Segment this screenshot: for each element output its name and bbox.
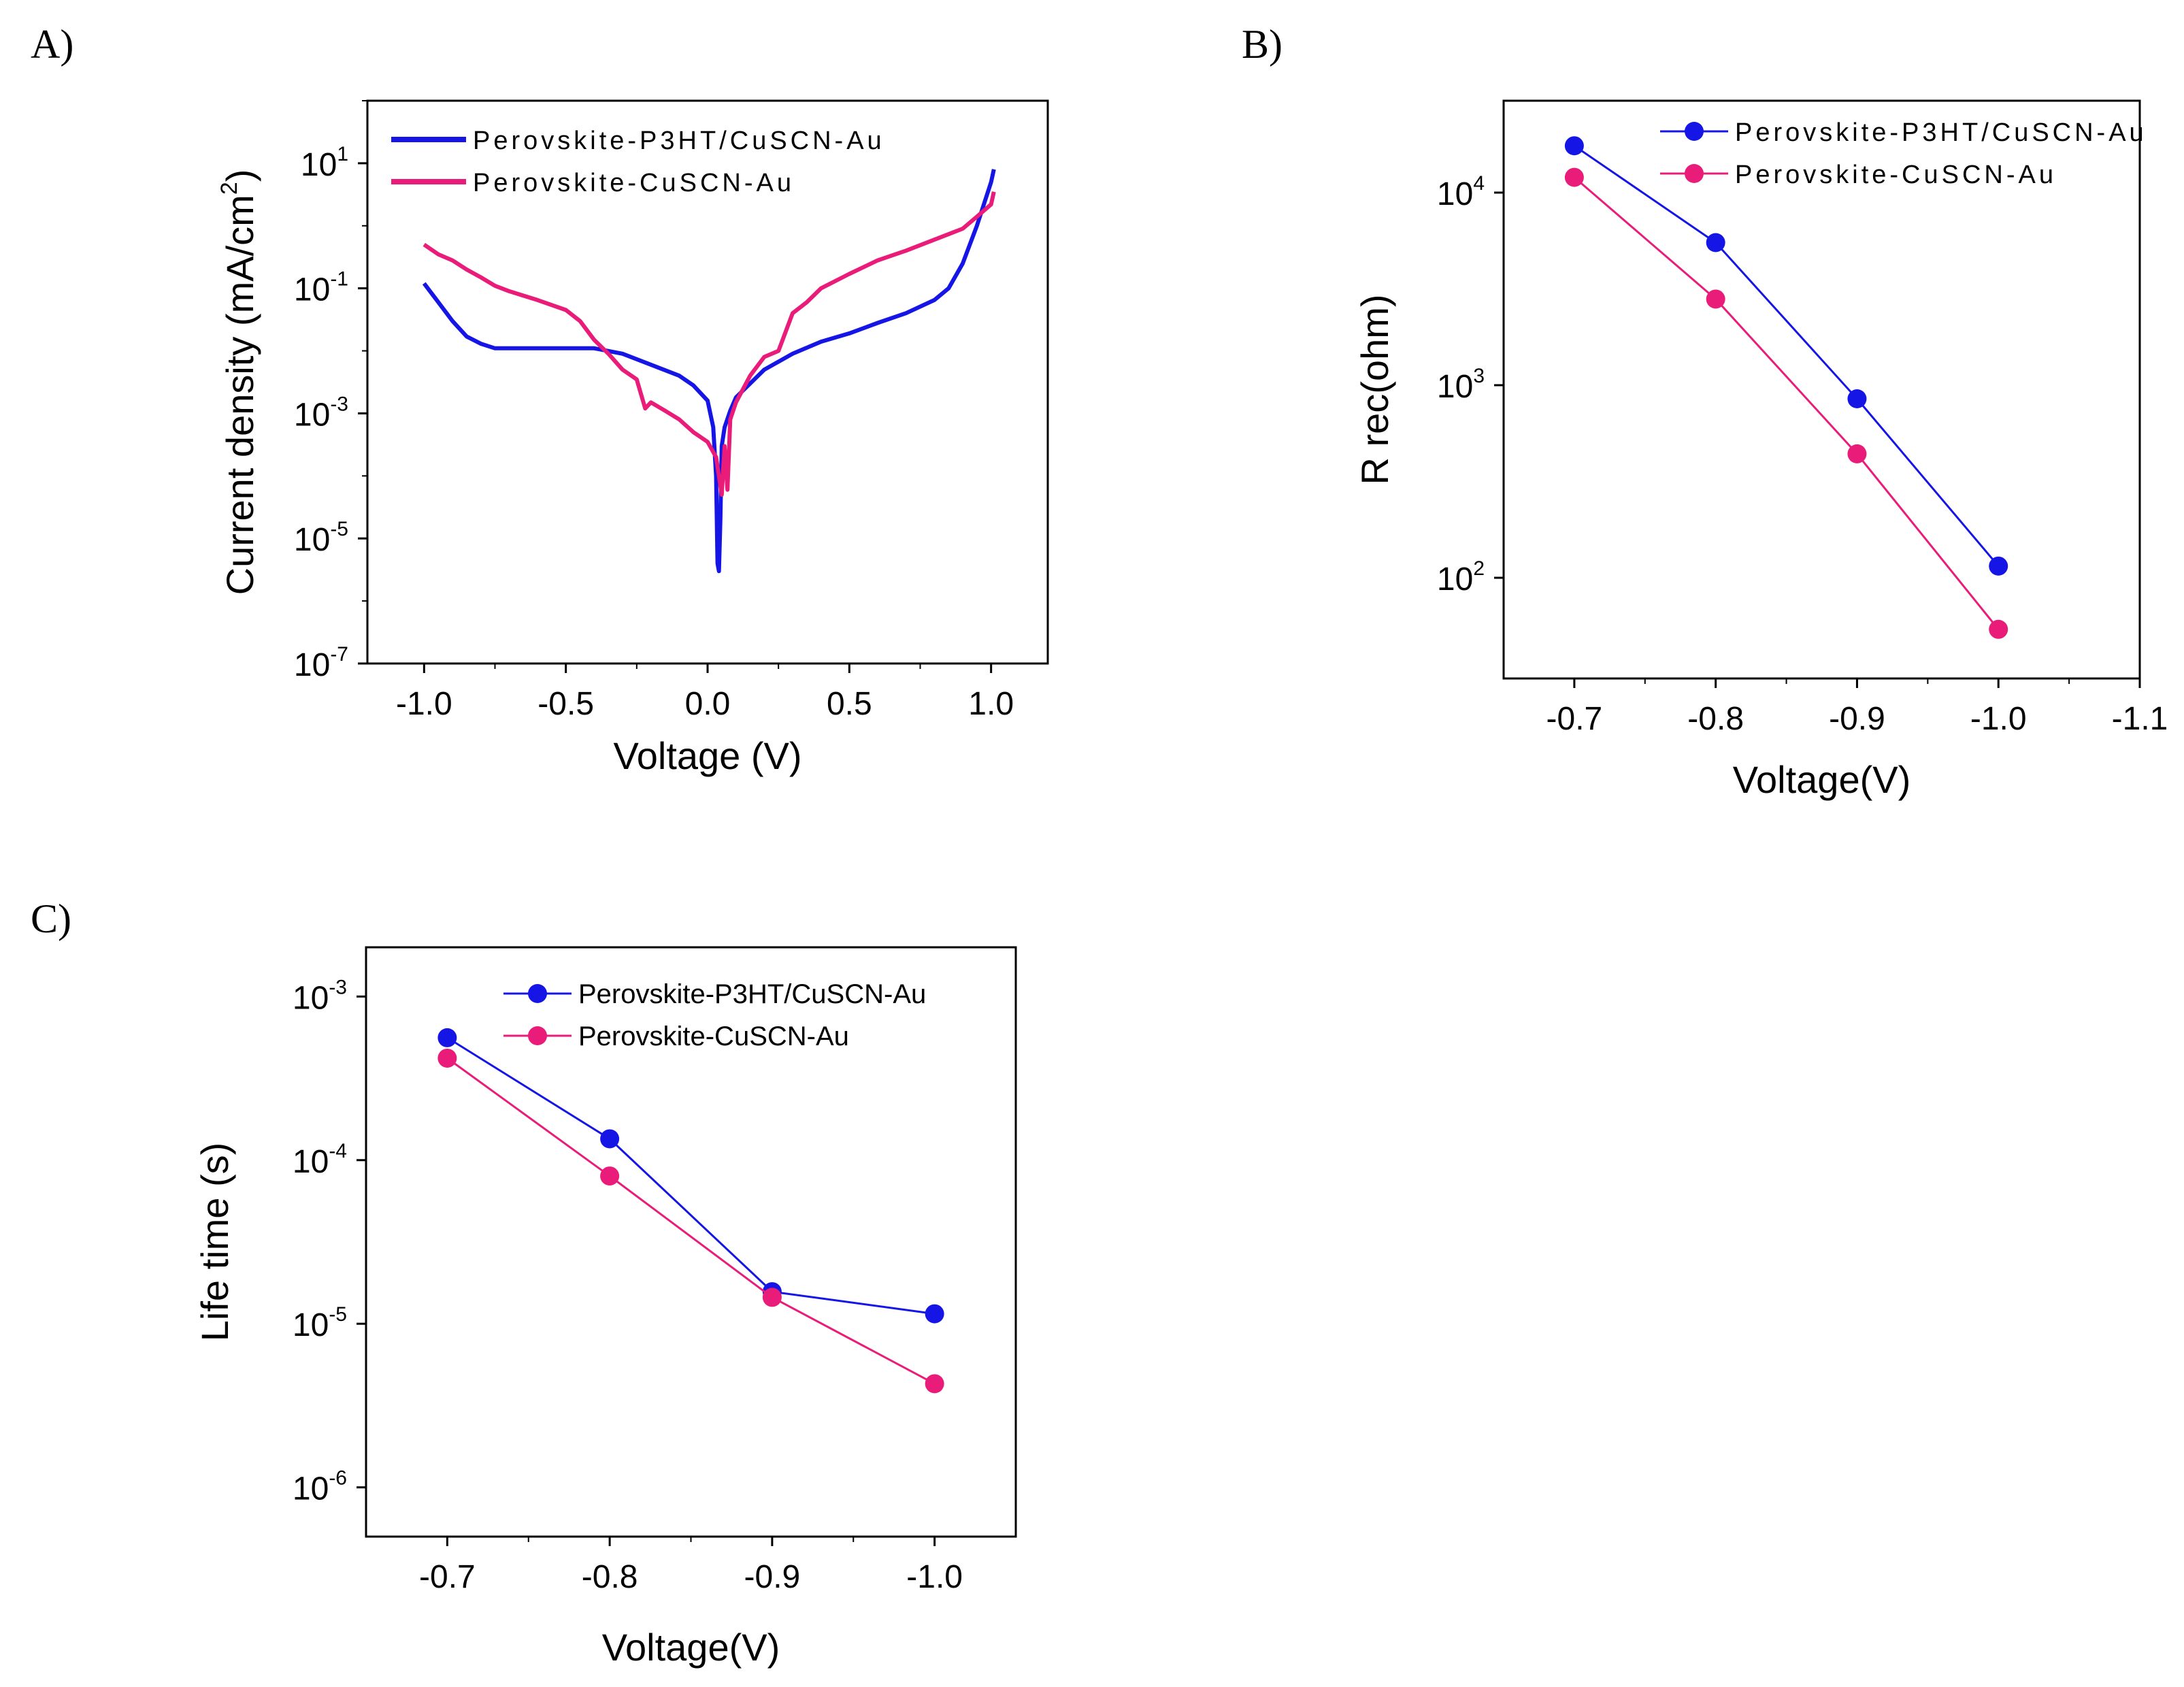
chart-b-series-p3ht-cuscn-point [1989,556,2008,576]
chart-b-x-axis-title: Voltage(V) [1733,758,1911,801]
chart-a-legend-label: Perovskite-CuSCN-Au [473,169,795,197]
chart-b-x-tick-label: -0.8 [1687,701,1744,737]
chart-a-y-tick-label: 10-5 [294,518,348,558]
panel-label-a: A) [31,22,73,67]
chart-c-legend-label: Perovskite-CuSCN-Au [578,1021,849,1051]
chart-a-series-cuscn-line [423,191,996,497]
chart-c-y-tick-label: 10-4 [293,1140,347,1180]
chart-a-y-tick-label: 10-1 [294,268,348,308]
chart-b-y-tick-label: 103 [1437,365,1485,405]
panel-label-c: C) [31,896,71,941]
chart-c-y-tick-label: 10-3 [293,976,347,1016]
chart-c-series-p3ht-cuscn-point [437,1028,457,1047]
chart-c-series-cuscn-line [446,1057,936,1385]
chart-b-legend-label: Perovskite-P3HT/CuSCN-Au [1735,118,2147,147]
chart-b-legend-marker [1685,164,1704,183]
chart-c-legend-marker [528,984,547,1003]
chart-b-legend-label: Perovskite-CuSCN-Au [1735,161,2057,189]
chart-a-x-axis-title: Voltage (V) [613,734,801,777]
chart-b-series-p3ht-cuscn-point [1564,136,1584,156]
chart-b-series-p3ht-cuscn-point [1706,233,1725,252]
panel-label-b: B) [1242,22,1283,67]
chart-b-plot-frame [1502,99,2141,680]
chart-a-x-tick-label: 0.5 [827,686,872,722]
chart-b-series-p3ht-cuscn-point [1847,389,1867,408]
chart-c-x-tick-label: -0.8 [582,1559,638,1595]
chart-a-x-tick-label: 0.0 [685,686,731,722]
chart-b-series-cuscn-point [1564,167,1584,187]
chart-b-series-cuscn-point [1706,289,1725,309]
chart-b-series-cuscn-point [1847,444,1867,463]
chart-c-legend-marker [528,1026,547,1045]
chart-c-lifetime: -0.7 -0.8 -0.9 -1.0 10-3 10-4 10-5 10-6 Voltage(… [193,946,1017,1669]
chart-b-x-tick-label: -0.7 [1546,701,1603,737]
chart-c-series-p3ht-cuscn-point [600,1129,620,1149]
chart-a-current-density: -1.0 -0.5 0.0 0.5 1.0 101 10-1 10-3 10-5 10-7 Volt… [216,99,1049,777]
chart-a-x-tick-label: 1.0 [968,686,1014,722]
chart-c-x-tick-label: -0.9 [744,1559,801,1595]
chart-b-series-p3ht-cuscn-line [1574,144,2000,567]
chart-b-recombination-resistance: -0.7 -0.8 -0.9 -1.0 -1.1 104 103 102 Voltage(V) R… [1353,99,2168,801]
chart-b-x-tick-label: -1.0 [1970,701,2027,737]
chart-a-y-axis-title: Current density (mA/cm2) [216,169,261,595]
chart-c-series-cuscn-point [925,1374,944,1394]
chart-c-series-p3ht-cuscn-point [925,1304,944,1324]
chart-a-x-tick-label: -1.0 [396,686,452,722]
chart-b-series-cuscn-point [1989,619,2008,639]
chart-b-series-cuscn-line [1573,176,2000,630]
chart-b-x-tick-label: -0.9 [1829,701,1885,737]
chart-c-series-cuscn-point [600,1166,620,1186]
chart-c-y-tick-label: 10-5 [293,1303,347,1343]
chart-c-x-tick-label: -0.7 [419,1559,476,1595]
chart-a-legend-label: Perovskite-P3HT/CuSCN-Au [473,127,885,155]
chart-c-y-tick-label: 10-6 [293,1467,347,1507]
chart-a-y-tick-label: 10-7 [294,643,348,683]
chart-b-y-tick-label: 104 [1437,172,1485,212]
chart-c-legend-label: Perovskite-P3HT/CuSCN-Au [578,979,926,1009]
chart-c-series-cuscn-point [437,1048,457,1068]
chart-b-legend-marker [1685,122,1704,141]
chart-c-x-axis-title: Voltage(V) [602,1626,780,1669]
chart-c-x-tick-label: -1.0 [906,1559,963,1595]
chart-a-y-tick-label: 101 [301,143,348,183]
chart-b-y-tick-label: 102 [1437,557,1485,597]
chart-a-series-p3ht-cuscn-line [422,169,996,574]
chart-b-x-tick-label: -1.1 [2112,701,2168,737]
chart-c-series-cuscn-point [762,1288,782,1307]
chart-c-y-axis-title: Life time (s) [193,1143,236,1342]
chart-c-series-p3ht-cuscn-line [446,1036,935,1315]
chart-b-y-axis-title: R rec(ohm) [1353,294,1396,485]
chart-a-x-tick-label: -0.5 [537,686,594,722]
chart-a-y-tick-label: 10-3 [294,393,348,433]
